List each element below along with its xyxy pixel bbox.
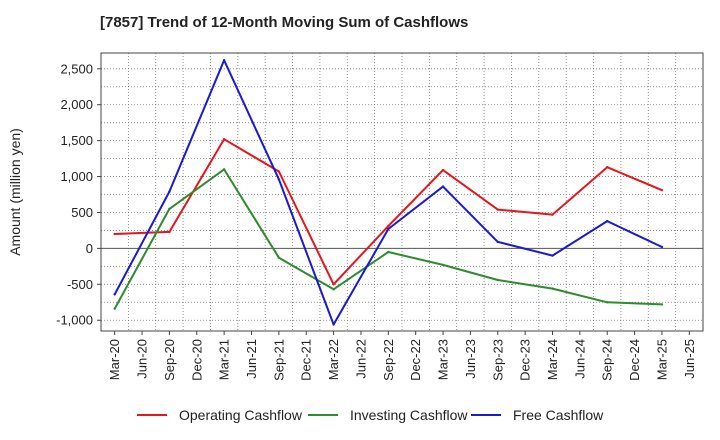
data-point-operating-cashflow — [332, 283, 335, 286]
x-tick-label: Sep-21 — [271, 339, 286, 381]
x-tick-label: Jun-21 — [244, 339, 259, 379]
x-tick-label: Jun-25 — [682, 339, 697, 379]
data-point-investing-cashflow — [496, 278, 499, 282]
x-axis-ticks: Mar-20 Jun-20 Sep-20 Dec-20 Mar-21 Jun-21 Sep-… — [107, 331, 697, 381]
legend-item-investing-cashflow: Investing Cashflow — [308, 404, 468, 426]
data-point-operating-cashflow — [222, 138, 226, 141]
y-tick-label: 2,500 — [60, 61, 93, 76]
x-tick-label: Sep-24 — [600, 339, 615, 381]
series-lines — [113, 58, 664, 326]
x-tick-label: Sep-23 — [490, 339, 505, 381]
data-point-free-cashflow — [660, 245, 664, 249]
y-tick-label: 2,000 — [60, 97, 93, 112]
data-point-operating-cashflow — [113, 232, 116, 236]
y-axis-ticks: -1,000 -500 0 500 1,000 1,500 2,000 2,500 — [56, 61, 101, 328]
legend-item-free-cashflow: Free Cashflow — [471, 404, 603, 426]
data-point-operating-cashflow — [660, 189, 664, 192]
series-line-operating-cashflow — [114, 138, 663, 286]
data-point-investing-cashflow — [332, 288, 335, 291]
x-tick-label: Jun-22 — [353, 339, 368, 379]
legend-swatch — [471, 414, 501, 416]
y-tick-label: 1,500 — [60, 133, 93, 148]
data-point-free-cashflow — [606, 219, 609, 223]
y-axis-label: Amount (million yen) — [7, 128, 23, 256]
data-point-investing-cashflow — [387, 250, 390, 254]
chart-legend: Operating Cashflow Investing Cashflow Free… — [0, 404, 720, 428]
data-point-investing-cashflow — [660, 303, 664, 306]
data-point-operating-cashflow — [168, 230, 171, 234]
legend-swatch — [137, 414, 167, 416]
x-tick-label: Dec-20 — [189, 339, 204, 381]
y-tick-label: -1,000 — [56, 313, 93, 328]
legend-swatch — [308, 414, 338, 416]
x-tick-label: Mar-25 — [654, 339, 669, 380]
data-point-investing-cashflow — [441, 263, 445, 267]
plot-area-frame — [100, 52, 704, 332]
legend-label: Investing Cashflow — [350, 407, 468, 423]
data-point-operating-cashflow — [496, 208, 499, 211]
x-tick-label: Dec-23 — [518, 339, 533, 381]
y-tick-label: -500 — [67, 277, 93, 292]
x-tick-label: Jun-23 — [463, 339, 478, 379]
data-point-free-cashflow — [441, 185, 445, 188]
data-point-free-cashflow — [332, 323, 335, 326]
x-tick-label: Dec-21 — [299, 339, 314, 381]
data-point-investing-cashflow — [277, 256, 281, 259]
data-point-investing-cashflow — [168, 207, 171, 211]
x-tick-label: Mar-22 — [326, 339, 341, 380]
x-tick-label: Jun-20 — [135, 339, 150, 379]
data-point-free-cashflow — [496, 240, 499, 244]
legend-label: Free Cashflow — [513, 407, 604, 423]
data-point-operating-cashflow — [441, 168, 445, 172]
x-tick-label: Dec-22 — [408, 339, 423, 381]
grid-lines — [101, 53, 703, 331]
x-tick-label: Sep-20 — [162, 339, 177, 381]
data-point-free-cashflow — [551, 254, 554, 257]
y-tick-label: 1,000 — [60, 169, 93, 184]
y-tick-label: 0 — [86, 241, 93, 256]
data-point-investing-cashflow — [551, 287, 554, 290]
data-point-operating-cashflow — [387, 224, 390, 228]
y-tick-label: 500 — [71, 205, 93, 220]
x-tick-label: Jun-24 — [572, 339, 587, 379]
data-point-investing-cashflow — [606, 301, 609, 304]
chart-title: [7857] Trend of 12-Month Moving Sum of C… — [100, 14, 469, 31]
data-point-operating-cashflow — [277, 170, 281, 173]
legend-label: Operating Cashflow — [179, 407, 302, 423]
data-point-free-cashflow — [168, 190, 171, 193]
data-point-investing-cashflow — [222, 168, 226, 171]
x-tick-label: Sep-22 — [381, 339, 396, 381]
data-point-free-cashflow — [277, 178, 281, 181]
legend-item-operating-cashflow: Operating Cashflow — [137, 404, 302, 426]
data-point-free-cashflow — [113, 293, 116, 296]
x-tick-label: Mar-21 — [217, 339, 232, 380]
x-tick-label: Dec-24 — [627, 339, 642, 381]
x-tick-label: Mar-23 — [436, 339, 451, 380]
series-line-free-cashflow — [113, 59, 663, 326]
x-tick-label: Mar-20 — [107, 339, 122, 380]
data-point-investing-cashflow — [113, 307, 116, 310]
data-point-operating-cashflow — [606, 166, 609, 169]
data-point-operating-cashflow — [551, 213, 554, 216]
data-point-free-cashflow — [387, 227, 390, 231]
data-point-free-cashflow — [222, 58, 226, 62]
x-tick-label: Mar-24 — [545, 339, 560, 380]
